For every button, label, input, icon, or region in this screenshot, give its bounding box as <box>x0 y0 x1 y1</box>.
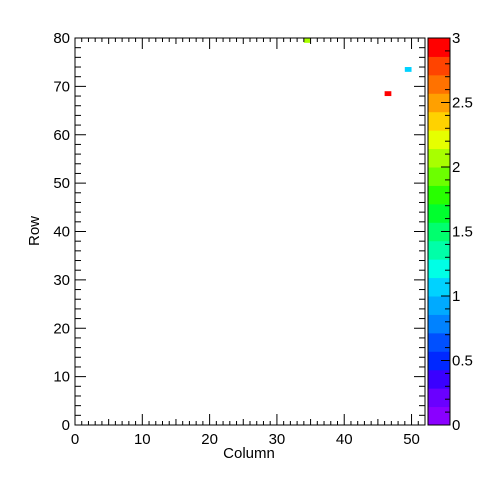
x-axis-title: Column <box>223 445 275 462</box>
y-tick-label: 20 <box>53 320 70 337</box>
colorbar-segment-5 <box>428 314 450 334</box>
x-tick-label: 40 <box>336 431 353 448</box>
colorbar-segment-3 <box>428 351 450 371</box>
colorbar-segment-19 <box>428 56 450 76</box>
plot-frame <box>74 37 426 426</box>
colorbar-segment-4 <box>428 332 450 352</box>
colorbar <box>428 38 450 426</box>
colorbar-segment-11 <box>428 203 450 223</box>
y-tick-label: 60 <box>53 127 70 144</box>
x-tick-label: 0 <box>71 431 79 448</box>
colorbar-segment-8 <box>428 259 450 279</box>
heatmap-cell-1 <box>404 67 412 72</box>
y-tick-label: 80 <box>53 30 70 47</box>
colorbar-segment-10 <box>428 222 450 242</box>
colorbar-segment-7 <box>428 277 450 297</box>
colorbar-tick-label: 1.5 <box>452 224 473 241</box>
colorbar-segment-12 <box>428 185 450 205</box>
x-axis-ticks: 0 10 20 30 40 50 <box>71 38 426 448</box>
heatmap-cells <box>303 38 412 97</box>
colorbar-tick-label: 3 <box>452 30 460 47</box>
colorbar-tick-label: 1 <box>452 288 460 305</box>
colorbar-segment-1 <box>428 388 450 408</box>
colorbar-segment-16 <box>428 111 450 131</box>
colorbar-segment-13 <box>428 167 450 186</box>
y-tick-label: 10 <box>53 369 70 386</box>
colorbar-segment-15 <box>428 130 450 150</box>
y-tick-label: 50 <box>53 175 70 192</box>
x-tick-label: 50 <box>403 431 420 448</box>
colorbar-tick-label: 2.5 <box>452 95 473 112</box>
y-tick-label: 0 <box>62 417 70 434</box>
colorbar-tick-label: 2 <box>452 159 460 176</box>
heatmap-cell-2 <box>384 91 392 97</box>
colorbar-segment-18 <box>428 74 450 94</box>
x-tick-label: 10 <box>134 431 151 448</box>
colorbar-tick-label: 0 <box>452 417 460 434</box>
y-tick-label: 40 <box>53 224 70 241</box>
colorbar-frame <box>427 37 451 426</box>
colorbar-tick-label: 0.5 <box>452 353 473 370</box>
colorbar-segment-6 <box>428 296 450 315</box>
x-tick-label: 20 <box>201 431 218 448</box>
y-tick-label: 30 <box>53 272 70 289</box>
colorbar-segment-9 <box>428 240 450 260</box>
colorbar-segment-20 <box>428 38 450 57</box>
heatmap-cell-0 <box>303 38 311 43</box>
colorbar-segment-14 <box>428 148 450 168</box>
y-axis-title: Row <box>26 216 43 246</box>
colorbar-segment-2 <box>428 369 450 389</box>
colorbar-segment-17 <box>428 93 450 113</box>
colorbar-segment-0 <box>428 406 450 426</box>
x-tick-label: 30 <box>269 431 286 448</box>
y-tick-label: 70 <box>53 78 70 95</box>
